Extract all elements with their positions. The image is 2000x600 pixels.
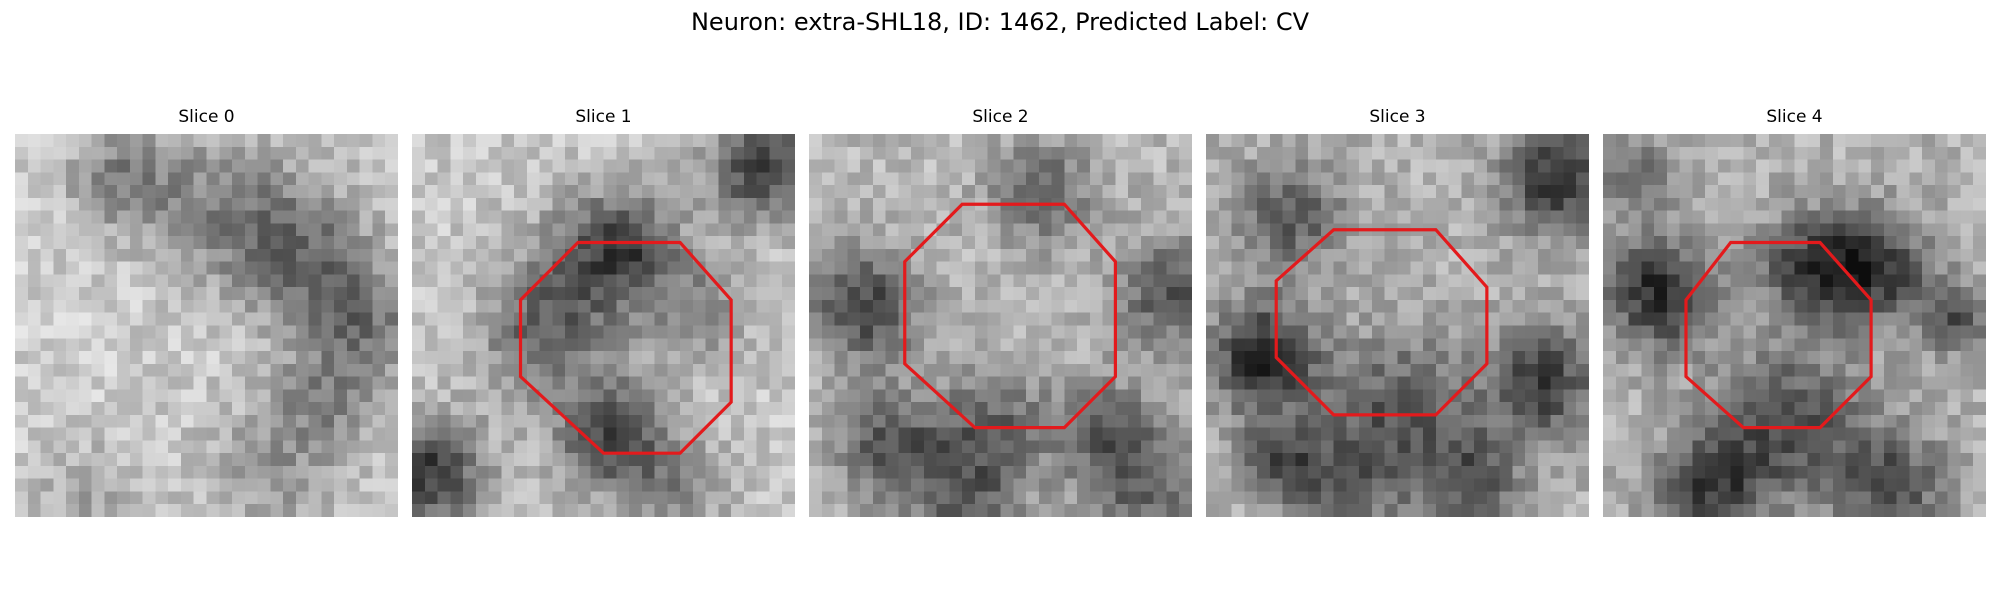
- slice-image-2: [809, 134, 1192, 517]
- slice-image-0-canvas: [15, 134, 398, 517]
- slice-panel-1: Slice 1: [412, 106, 795, 517]
- slice-image-0: [15, 134, 398, 517]
- slice-image-1: [412, 134, 795, 517]
- slice-image-3: [1206, 134, 1589, 517]
- slice-title-3: Slice 3: [1369, 107, 1426, 127]
- roi-octagon-4: [1684, 240, 1873, 430]
- slice-panel-2: Slice 2: [809, 106, 1192, 517]
- slice-title-0: Slice 0: [178, 107, 235, 127]
- slice-panel-0: Slice 0: [15, 106, 398, 517]
- figure-title: Neuron: extra-SHL18, ID: 1462, Predicted…: [690, 8, 1310, 36]
- roi-octagon-3: [1274, 228, 1489, 417]
- slice-title-2: Slice 2: [972, 107, 1029, 127]
- slice-image-4: [1603, 134, 1986, 517]
- slice-image-1-canvas: [412, 134, 795, 517]
- slice-image-3-canvas: [1206, 134, 1589, 517]
- slice-image-4-canvas: [1603, 134, 1986, 517]
- slice-panel-3: Slice 3: [1206, 106, 1589, 517]
- roi-octagon-1: [518, 240, 733, 455]
- slice-image-2-canvas: [809, 134, 1192, 517]
- slice-title-4: Slice 4: [1766, 107, 1823, 127]
- slice-title-1: Slice 1: [575, 107, 632, 127]
- slice-panel-4: Slice 4: [1603, 106, 1986, 517]
- roi-octagon-2: [903, 202, 1117, 430]
